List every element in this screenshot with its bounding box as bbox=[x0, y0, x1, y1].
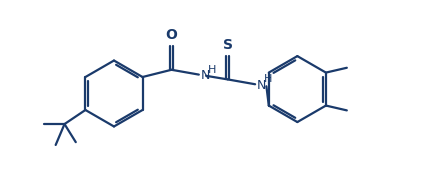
Text: S: S bbox=[223, 38, 233, 52]
Text: N: N bbox=[201, 69, 210, 82]
Text: H: H bbox=[208, 65, 216, 75]
Text: N: N bbox=[257, 79, 266, 92]
Text: H: H bbox=[264, 74, 272, 84]
Text: O: O bbox=[166, 28, 177, 42]
